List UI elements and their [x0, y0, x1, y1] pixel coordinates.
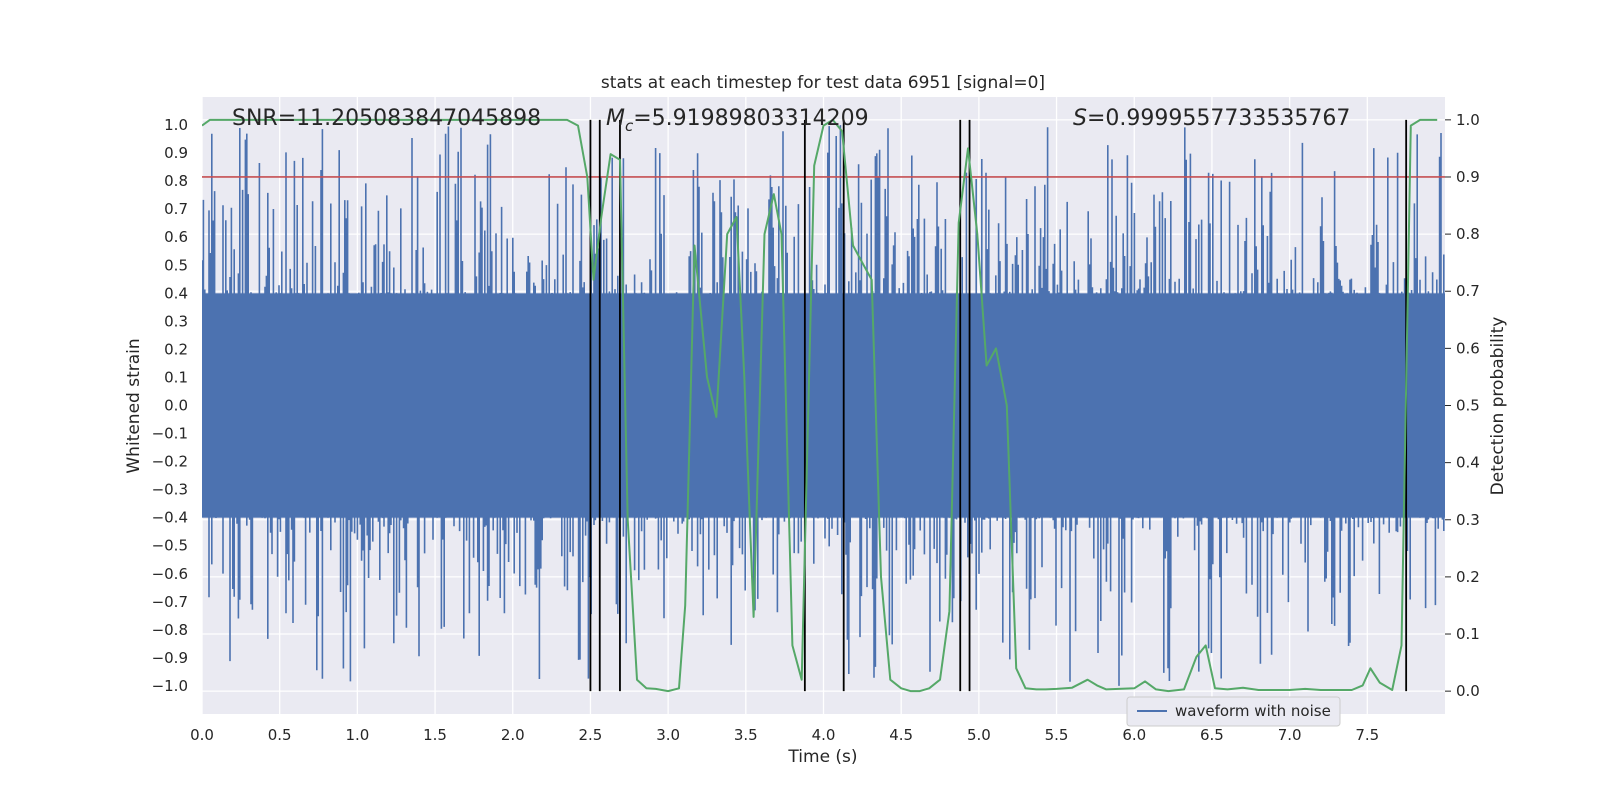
probability-line: [202, 118, 1438, 693]
x-tick-label: 4.5: [889, 726, 913, 744]
y2-tick-label: 1.0: [1456, 111, 1480, 129]
y-tick-label: 0.7: [164, 200, 188, 218]
x-tick-label: 6.5: [1200, 726, 1224, 744]
s-value: =0.9999557733535767: [1087, 106, 1350, 131]
y-tick-label: −0.2: [152, 453, 188, 471]
x-tick-label: 5.0: [967, 726, 991, 744]
x-tick-label: 3.0: [656, 726, 680, 744]
y2-tick-label: 0.1: [1456, 625, 1480, 643]
y-tick-label: 0.9: [164, 144, 188, 162]
y2-axis-label: Detection probability: [1488, 317, 1508, 496]
y2-tick-label: 0.3: [1456, 511, 1480, 529]
x-tick-label: 0.0: [190, 726, 214, 744]
y-tick-label: −0.1: [152, 425, 188, 443]
y-tick-labels: −1.0 −0.9 −0.8 −0.7 −0.6 −0.5 −0.4 −0.3 −0.2 −0.1…: [152, 116, 188, 695]
vertical-lines: [589, 119, 1408, 692]
y2-tick-label: 0.4: [1456, 454, 1480, 472]
y-tick-label: 0.1: [164, 368, 188, 386]
x-tick-label: 2.5: [579, 726, 603, 744]
y2-tick-label: 0.7: [1456, 282, 1480, 300]
y2-tick-label: 0.8: [1456, 225, 1480, 243]
chirp-mass-annotation: Mc=5.91989803314209: [606, 106, 869, 135]
chirp-mass-symbol: M: [606, 106, 625, 131]
y-tick-label: 0.5: [164, 256, 188, 274]
x-tick-label: 5.5: [1045, 726, 1069, 744]
y-tick-label: −0.4: [152, 509, 188, 527]
y-tick-label: −0.7: [152, 593, 188, 611]
x-axis-label: Time (s): [787, 747, 857, 767]
y-tick-label: −0.5: [152, 537, 188, 555]
y-tick-label: 0.8: [164, 172, 188, 190]
y-tick-label: −0.9: [152, 649, 188, 667]
y-axis-label: Whitened strain: [124, 338, 144, 473]
y2-tick-label: 0.5: [1456, 397, 1480, 415]
y-tick-label: −0.6: [152, 565, 188, 583]
x-tick-label: 1.5: [423, 726, 447, 744]
s-symbol: S: [1073, 106, 1087, 131]
x-tick-label: 6.0: [1122, 726, 1146, 744]
y-tick-label: 0.0: [164, 397, 188, 415]
x-tick-label: 1.0: [345, 726, 369, 744]
y-tick-label: −1.0: [152, 677, 188, 695]
probability-series-group: [202, 118, 1438, 693]
waveform-series: [202, 125, 1445, 686]
chirp-mass-value: =5.91989803314209: [633, 106, 868, 131]
y2-tick-label: 0.2: [1456, 568, 1480, 586]
y-tick-label: 0.3: [164, 312, 188, 330]
x-tick-label: 7.5: [1355, 726, 1379, 744]
s-annotation: S=0.9999557733535767: [1073, 106, 1350, 131]
x-tick-label: 3.5: [734, 726, 758, 744]
y-tick-label: 1.0: [164, 116, 188, 134]
snr-annotation: SNR=11.205083847045898: [232, 106, 541, 131]
y-tick-label: −0.3: [152, 481, 188, 499]
y2-tick-label: 0.6: [1456, 339, 1480, 357]
x-tick-label: 4.0: [812, 726, 836, 744]
y2-tick-label: 0.9: [1456, 168, 1480, 186]
y2-tick-labels: 0.0 0.1 0.2 0.3 0.4 0.5 0.6 0.7 0.8 0.9 1.0: [1445, 111, 1480, 700]
x-tick-label: 7.0: [1278, 726, 1302, 744]
waveform-core: [202, 293, 1445, 518]
x-tick-label: 2.0: [501, 726, 525, 744]
y-tick-label: 0.6: [164, 228, 188, 246]
legend: waveform with noise: [1126, 696, 1341, 727]
y2-tick-label: 0.0: [1456, 682, 1480, 700]
x-tick-labels: 0.0 0.5 1.0 1.5 2.0 2.5 3.0 3.5 4.0 4.5 5.0 5.5 6.0 6…: [190, 726, 1379, 744]
legend-label: waveform with noise: [1175, 702, 1331, 720]
chirp-mass-subscript: c: [625, 117, 634, 135]
y-tick-label: −0.8: [152, 621, 188, 639]
y-tick-label: 0.4: [164, 284, 188, 302]
y-tick-label: 0.2: [164, 340, 188, 358]
chart-title: stats at each timestep for test data 695…: [601, 73, 1045, 93]
legend-box: [1126, 696, 1341, 727]
x-tick-label: 0.5: [268, 726, 292, 744]
